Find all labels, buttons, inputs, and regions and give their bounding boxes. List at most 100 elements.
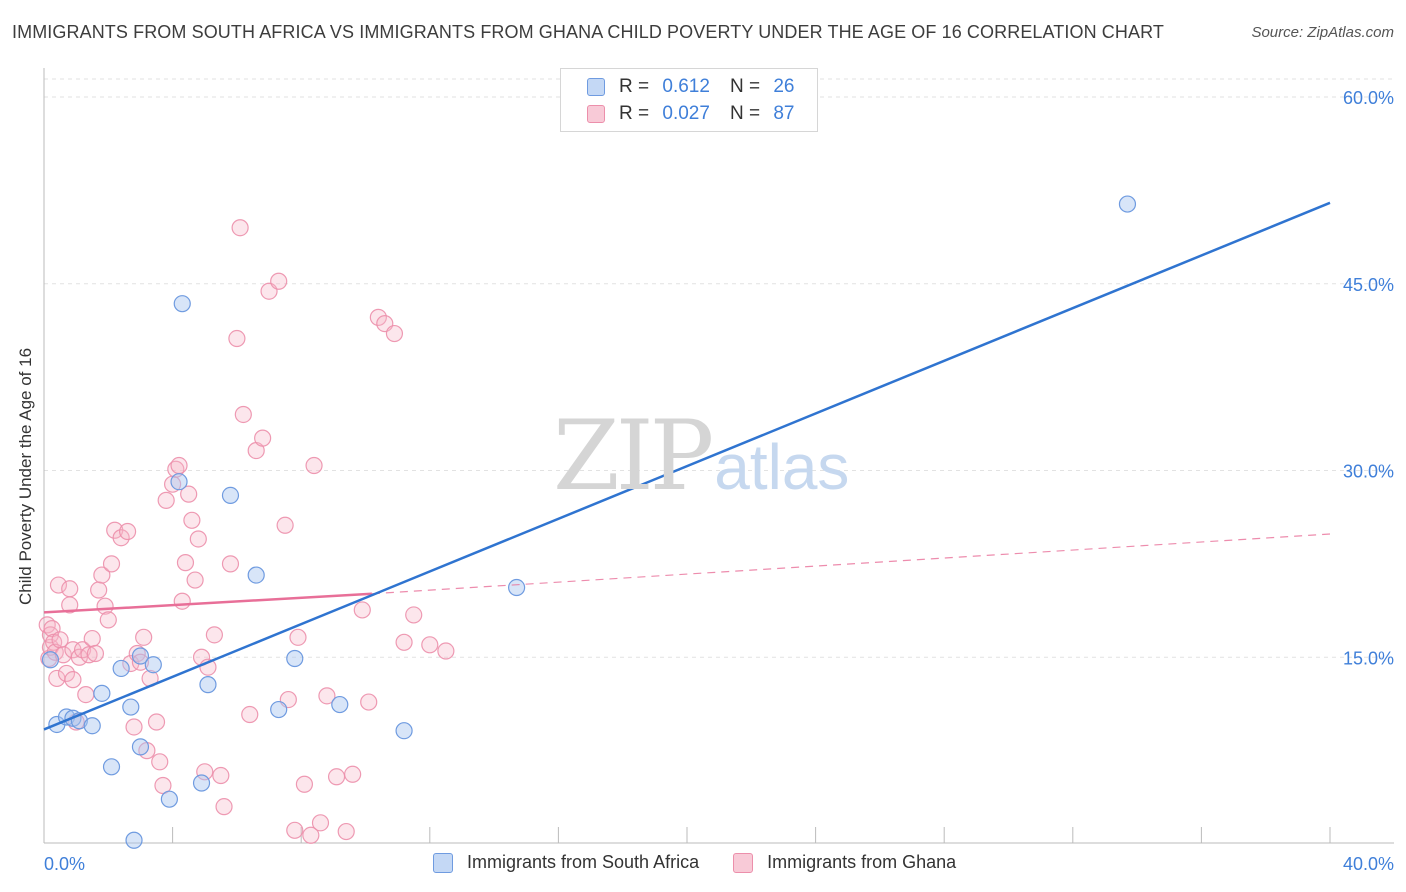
legend-row-south-africa: R = 0.612 N = 26 xyxy=(587,75,794,99)
south-africa-point xyxy=(247,566,265,584)
ghana-point xyxy=(276,516,294,534)
ghana-point xyxy=(112,529,130,547)
legend-item-ghana: Immigrants from Ghana xyxy=(733,852,956,873)
legend-row-ghana: R = 0.027 N = 87 xyxy=(587,102,794,126)
south-africa-point xyxy=(395,722,413,740)
legend-r-value: 0.612 xyxy=(662,76,710,97)
south-africa-point xyxy=(122,698,140,716)
ghana-point xyxy=(90,581,108,599)
ghana-point xyxy=(157,491,175,509)
south-africa-point xyxy=(83,717,101,735)
ghana-point xyxy=(131,653,150,671)
ghana-point xyxy=(183,511,201,529)
legend-n-label: N = xyxy=(729,103,761,124)
south-africa-point xyxy=(1118,195,1137,213)
ghana-point xyxy=(102,555,121,573)
ghana-point xyxy=(61,580,79,598)
ghana-point xyxy=(395,633,413,651)
ghana-point xyxy=(289,628,307,646)
legend-swatch-blue xyxy=(433,852,453,873)
south-africa-point xyxy=(131,738,150,756)
ghana-point xyxy=(286,821,304,839)
south-africa-point xyxy=(221,486,240,504)
south-africa-point xyxy=(160,790,178,808)
watermark: ZIPatlas xyxy=(553,400,849,512)
legend-n-value: 26 xyxy=(773,76,795,97)
legend-r-label: R = xyxy=(619,76,650,97)
ghana-point xyxy=(86,644,105,663)
ghana-point xyxy=(189,530,207,548)
south-africa-point xyxy=(199,676,217,694)
ghana-trend-dashed xyxy=(371,533,1331,595)
ghana-point xyxy=(151,753,169,771)
ghana-point xyxy=(180,485,198,503)
ghana-point xyxy=(421,636,439,654)
ghana-point xyxy=(369,308,387,326)
ghana-point xyxy=(118,522,137,541)
south-africa-point xyxy=(192,774,211,792)
ghana-point xyxy=(125,718,143,736)
ghana-point xyxy=(57,664,76,683)
ghana-point xyxy=(80,646,98,664)
south-africa-point xyxy=(41,651,60,669)
south-africa-point xyxy=(112,659,130,678)
legend-swatch-pink xyxy=(587,105,605,123)
ghana-point xyxy=(228,329,246,348)
legend-r-value: 0.027 xyxy=(662,103,710,124)
south-africa-point xyxy=(131,647,150,665)
ghana-point xyxy=(135,628,153,646)
south-africa-point xyxy=(93,684,111,702)
south-africa-point xyxy=(331,695,349,714)
ghana-point xyxy=(437,642,455,660)
ghana-point xyxy=(196,763,214,781)
ghana-point xyxy=(49,576,68,594)
south-africa-point xyxy=(270,700,288,719)
ghana-point xyxy=(231,219,249,237)
ghana-point xyxy=(205,626,223,644)
watermark-zip: ZIP xyxy=(553,400,714,512)
ghana-point xyxy=(318,687,336,705)
ghana-point xyxy=(302,826,320,844)
ghana-point xyxy=(234,405,252,424)
legend-r-label: R = xyxy=(619,103,650,124)
legend-n-label: N = xyxy=(729,76,761,97)
ghana-point xyxy=(64,671,82,689)
ghana-point xyxy=(170,456,188,475)
ghana-point xyxy=(186,571,204,589)
south-africa-point xyxy=(508,578,526,597)
correlation-legend: R = 0.612 N = 26 R = 0.027 N = 87 xyxy=(560,68,818,132)
chart-title: IMMIGRANTS FROM SOUTH AFRICA VS IMMIGRAN… xyxy=(12,22,1164,42)
ghana-point xyxy=(360,693,378,711)
south-africa-point xyxy=(102,758,121,776)
ghana-point xyxy=(305,456,323,475)
ghana-point xyxy=(176,554,195,572)
legend-label-south-africa: Immigrants from South Africa xyxy=(467,852,700,872)
ghana-point xyxy=(254,429,272,447)
ghana-point xyxy=(241,705,259,724)
ghana-point xyxy=(128,644,146,663)
ghana-point xyxy=(173,592,191,610)
y-tick-label: 60.0% xyxy=(1343,88,1394,108)
ghana-point xyxy=(353,601,371,619)
ghana-point xyxy=(270,272,288,290)
ghana-point xyxy=(405,606,423,624)
ghana-point xyxy=(344,765,362,783)
x-tick-label: 40.0% xyxy=(1343,854,1394,874)
ghana-trend-line xyxy=(43,592,373,614)
south-africa-points xyxy=(41,195,1137,849)
ghana-point xyxy=(311,814,330,832)
ghana-point xyxy=(337,822,355,841)
grid-lines xyxy=(44,78,1394,658)
ghana-point xyxy=(295,775,314,793)
ghana-point xyxy=(93,566,111,584)
legend-swatch-blue xyxy=(587,78,605,96)
south-africa-point xyxy=(125,831,143,849)
south-africa-point xyxy=(286,649,304,668)
series-legend: Immigrants from South Africa Immigrants … xyxy=(433,852,990,873)
source-label: Source: ZipAtlas.com xyxy=(1251,24,1394,41)
watermark-atlas: atlas xyxy=(714,431,850,503)
south-africa-point xyxy=(173,295,191,313)
south-africa-point xyxy=(170,473,188,491)
south-africa-trend-line xyxy=(43,201,1331,731)
